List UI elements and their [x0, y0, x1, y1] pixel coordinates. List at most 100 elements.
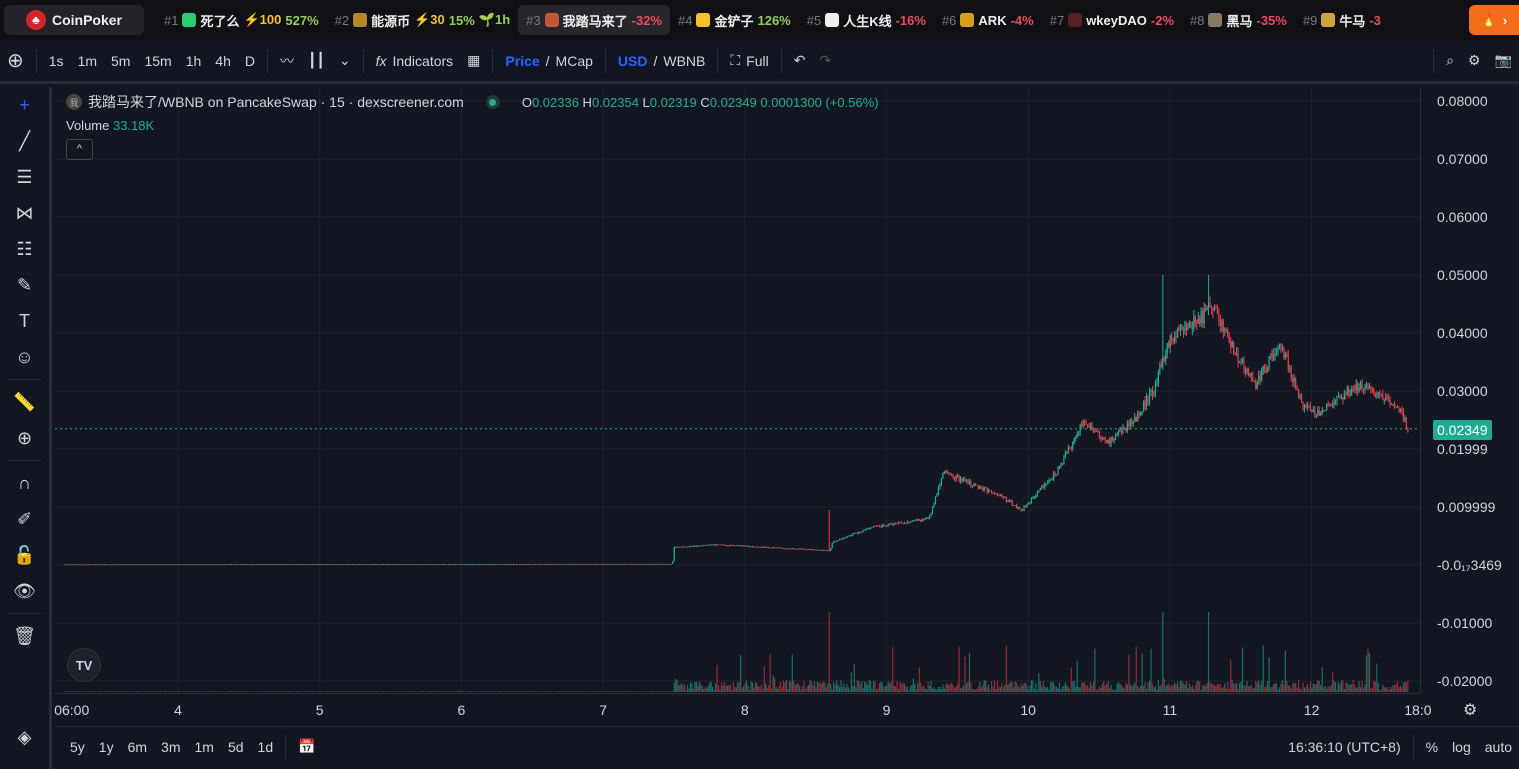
volume-bar	[127, 691, 129, 692]
volume-bar	[862, 687, 864, 692]
auto-toggle[interactable]: auto	[1484, 738, 1512, 755]
candle-body	[1005, 496, 1007, 502]
volume-bar	[387, 691, 389, 692]
candle-body	[1019, 506, 1021, 509]
lock-icon[interactable]: 🔓	[13, 544, 36, 565]
log-toggle[interactable]: log	[1452, 738, 1471, 755]
screenshot-camera-icon[interactable]: 📷	[1494, 52, 1512, 68]
interval-1h[interactable]: 1h	[185, 52, 202, 69]
candle-body	[1117, 429, 1120, 435]
range-6m[interactable]: 6m	[127, 738, 148, 755]
eye-icon[interactable]: 👁	[13, 580, 36, 601]
volume-bar	[1007, 684, 1009, 692]
volume-bar	[911, 684, 913, 692]
settings-gear-icon[interactable]: ⚙	[1468, 52, 1481, 68]
range-1m[interactable]: 1m	[194, 738, 214, 755]
candle-body	[1103, 437, 1105, 439]
coinpoker-ad[interactable]: ♣ CoinPoker	[4, 5, 144, 35]
interval-4h[interactable]: 4h	[215, 52, 231, 69]
interval-5m[interactable]: 5m	[111, 52, 131, 69]
magnet-icon[interactable]: ∩	[18, 472, 31, 493]
ticker-item[interactable]: #1 死了么 ⚡100 527%	[164, 12, 319, 29]
candle-body	[378, 564, 380, 565]
fib-lines-icon[interactable]: ☰	[16, 166, 33, 187]
price-chart[interactable]	[55, 88, 1420, 693]
volume-bar	[492, 691, 494, 692]
candle-body	[900, 522, 903, 524]
price-axis[interactable]: 0.08000 0.07000 0.06000 0.05000 0.04000 0.030…	[1420, 88, 1519, 693]
tradingview-logo[interactable]: TV	[67, 648, 101, 682]
forecast-icon[interactable]: ☷	[16, 238, 33, 259]
time-axis[interactable]: 06:00 4 5 6 7 8 9 10 11 12 18:0	[54, 693, 1432, 725]
trend-line-icon[interactable]: ╱	[19, 130, 30, 151]
ticker-item[interactable]: #4 金铲子 126%	[678, 12, 791, 29]
crosshair-icon[interactable]: +	[19, 94, 30, 115]
range-1y[interactable]: 1y	[98, 738, 114, 755]
range-3m[interactable]: 3m	[161, 738, 181, 755]
text-icon[interactable]: T	[19, 310, 30, 331]
quick-search-icon[interactable]: ⌕	[1446, 52, 1454, 68]
ticker-item[interactable]: #7 wkeyDAO -2%	[1049, 12, 1175, 28]
ticker-item[interactable]: #9 牛马 -3	[1302, 12, 1381, 29]
add-symbol-button[interactable]: ⊕	[7, 50, 24, 72]
volume-bar	[433, 691, 435, 692]
date-range-icon[interactable]: 📅	[298, 738, 316, 754]
ticker-item[interactable]: #3 我踏马来了 -32%	[518, 5, 670, 35]
volume-bar	[701, 685, 703, 692]
emoji-icon[interactable]: ☺	[15, 346, 34, 367]
zoom-in-icon[interactable]: ⊕	[16, 427, 33, 448]
candle-body	[1101, 437, 1103, 439]
candle-body	[1252, 376, 1254, 382]
brush-icon[interactable]: ✎	[16, 274, 33, 295]
collapse-legend-button[interactable]: ^	[66, 139, 93, 160]
range-5y[interactable]: 5y	[70, 738, 85, 755]
volume-bar	[729, 684, 731, 692]
volume-bar	[962, 685, 965, 692]
ticker-item[interactable]: #8 黑马 -35%	[1190, 12, 1287, 29]
fullscreen-button[interactable]: ⛶ Full	[730, 52, 769, 69]
volume-bar	[700, 684, 702, 692]
volume-bar	[880, 681, 882, 692]
candle-body	[675, 547, 677, 548]
candle-body	[982, 487, 984, 491]
chart-line-icon[interactable]: 〰	[279, 52, 294, 69]
interval-1s[interactable]: 1s	[48, 52, 64, 69]
clock-time[interactable]: 16:36:10 (UTC+8)	[1288, 738, 1401, 755]
trending-button[interactable]: 🔥 ›	[1469, 5, 1519, 35]
lock-drawing-icon[interactable]: ✐	[16, 508, 33, 529]
layers-icon[interactable]: ◈	[17, 726, 32, 747]
candle-body	[134, 564, 137, 566]
candle-body	[300, 564, 302, 565]
volume-bar	[1045, 687, 1047, 692]
percent-toggle[interactable]: %	[1425, 738, 1439, 755]
interval-D[interactable]: D	[244, 52, 255, 69]
ticker-item[interactable]: #5 人生K线 -16%	[806, 12, 926, 29]
pattern-icon[interactable]: ⋈	[15, 202, 34, 223]
chevron-down-icon[interactable]: ⌄	[338, 52, 351, 68]
templates-icon[interactable]: ▦	[467, 52, 481, 68]
candle-body	[753, 546, 755, 548]
ticker-item[interactable]: #2 能源币 ⚡30 15% 🌱1h	[334, 12, 511, 29]
volume-bar	[1184, 684, 1186, 692]
trash-icon[interactable]: 🗑	[13, 625, 36, 646]
range-5d[interactable]: 5d	[227, 738, 244, 755]
volume-bar	[475, 691, 478, 692]
interval-15m[interactable]: 15m	[144, 52, 172, 69]
ruler-icon[interactable]: 📏	[13, 391, 36, 412]
volume-bar	[902, 682, 904, 692]
indicators-button[interactable]: fx Indicators	[375, 52, 454, 69]
price-mcap-toggle[interactable]: Price / MCap	[505, 52, 593, 69]
interval-1m[interactable]: 1m	[77, 52, 98, 69]
currency-toggle[interactable]: USD / WBNB	[617, 52, 706, 69]
axis-settings-icon[interactable]: ⚙	[1463, 702, 1478, 719]
candle-body	[1290, 368, 1292, 378]
range-1d[interactable]: 1d	[257, 738, 274, 755]
candle-body	[868, 528, 870, 530]
ticker-item[interactable]: #6 ARK -4%	[941, 12, 1034, 28]
symbol-title[interactable]: 我踏马来了/WBNB on PancakeSwap · 15 · dexscre…	[88, 94, 464, 110]
undo-icon[interactable]: ↶	[793, 52, 806, 68]
volume-bar	[1311, 687, 1313, 692]
redo-icon[interactable]: ↷	[819, 52, 832, 68]
candle-body	[1140, 411, 1142, 415]
candles-icon[interactable]: ┃┃	[307, 52, 325, 68]
